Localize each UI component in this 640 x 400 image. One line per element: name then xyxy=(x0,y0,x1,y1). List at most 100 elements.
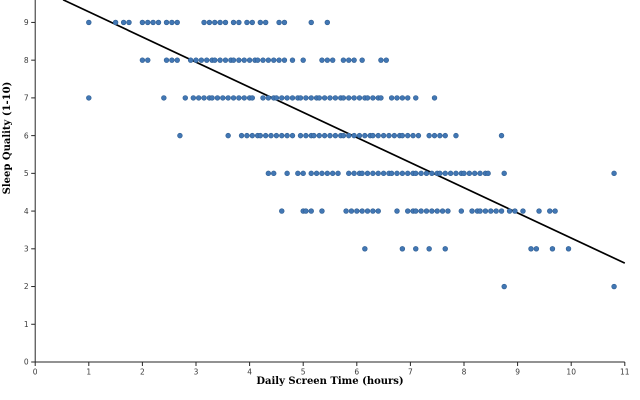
data-point xyxy=(442,170,448,177)
data-point xyxy=(206,19,213,26)
data-point xyxy=(284,170,290,177)
data-point xyxy=(346,170,352,177)
data-point xyxy=(405,132,411,139)
data-point xyxy=(273,95,280,101)
data-point xyxy=(112,19,119,26)
data-point xyxy=(281,19,288,26)
data-point xyxy=(431,95,438,101)
data-point xyxy=(340,57,347,63)
data-point xyxy=(163,57,170,63)
data-point xyxy=(145,57,151,63)
data-point xyxy=(429,170,435,177)
x-tick-label: 0 xyxy=(33,368,38,377)
data-point xyxy=(265,95,272,101)
data-point xyxy=(155,19,162,26)
data-point xyxy=(187,57,194,63)
data-point xyxy=(498,208,505,214)
data-point xyxy=(86,19,92,26)
data-point xyxy=(399,246,406,252)
data-point xyxy=(276,19,282,26)
data-point xyxy=(359,170,365,177)
data-point xyxy=(139,19,146,26)
data-point xyxy=(493,208,499,214)
data-point xyxy=(399,95,406,101)
data-point xyxy=(431,132,438,139)
data-point xyxy=(391,132,398,139)
data-point xyxy=(375,208,381,214)
data-point xyxy=(370,170,376,177)
data-point xyxy=(498,132,505,139)
y-tick-label: 7 xyxy=(24,94,29,103)
data-point xyxy=(289,132,296,139)
data-point xyxy=(394,95,400,101)
y-tick-label: 6 xyxy=(24,131,29,140)
data-point xyxy=(413,170,419,177)
data-point xyxy=(201,19,207,26)
data-point xyxy=(257,19,264,26)
data-point xyxy=(222,57,229,63)
data-point xyxy=(244,132,250,139)
data-point xyxy=(150,19,156,26)
data-point xyxy=(437,170,443,177)
data-point xyxy=(547,208,553,214)
y-tick-label: 1 xyxy=(24,320,29,329)
data-point xyxy=(364,95,371,101)
x-tick-label: 6 xyxy=(354,368,359,377)
x-tick-label: 3 xyxy=(194,368,199,377)
data-point xyxy=(418,170,424,177)
x-tick-label: 1 xyxy=(86,368,91,377)
data-point xyxy=(378,95,384,101)
data-point xyxy=(308,19,314,26)
data-point xyxy=(364,170,371,177)
data-point xyxy=(354,208,360,214)
data-point xyxy=(195,95,202,101)
data-point xyxy=(399,132,406,139)
data-point xyxy=(418,208,424,214)
data-point xyxy=(351,95,357,101)
data-point xyxy=(380,170,387,177)
data-point xyxy=(359,57,365,63)
data-point xyxy=(356,95,363,101)
data-point xyxy=(388,95,395,101)
data-point xyxy=(230,95,237,101)
data-point xyxy=(327,95,333,101)
data-point xyxy=(262,19,269,26)
data-point xyxy=(394,170,400,177)
data-point xyxy=(410,132,416,139)
data-point xyxy=(375,170,381,177)
data-point xyxy=(145,19,151,26)
data-point xyxy=(413,246,419,252)
data-point xyxy=(193,57,199,63)
data-point xyxy=(426,132,432,139)
data-point xyxy=(346,95,352,101)
data-point xyxy=(163,19,170,26)
scatter-points xyxy=(86,19,617,290)
data-point xyxy=(217,57,223,63)
data-point xyxy=(204,57,210,63)
data-point xyxy=(405,170,411,177)
data-point xyxy=(182,95,188,101)
data-point xyxy=(327,132,333,139)
data-point xyxy=(120,19,127,26)
data-point xyxy=(260,57,266,63)
data-point xyxy=(169,19,175,26)
data-point xyxy=(506,208,513,214)
data-point xyxy=(260,95,266,101)
data-point xyxy=(359,208,365,214)
data-point xyxy=(437,132,443,139)
data-point xyxy=(332,95,339,101)
data-point xyxy=(321,95,328,101)
data-point xyxy=(399,170,406,177)
data-point xyxy=(230,57,237,63)
data-point xyxy=(284,132,290,139)
data-point xyxy=(139,57,146,63)
data-point xyxy=(512,208,518,214)
x-tick-label: 7 xyxy=(408,368,413,377)
data-point xyxy=(362,246,368,252)
data-point xyxy=(313,170,320,177)
data-point xyxy=(249,132,255,139)
data-point xyxy=(488,208,494,214)
data-point xyxy=(212,57,218,63)
data-point xyxy=(86,95,92,101)
